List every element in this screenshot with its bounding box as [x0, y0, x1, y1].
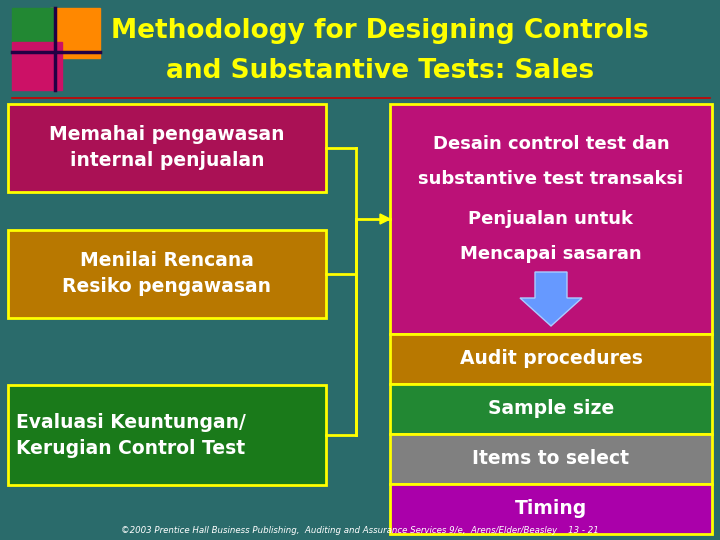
Bar	[390, 334, 712, 384]
Bar	[8, 385, 326, 485]
Polygon shape	[380, 214, 390, 224]
Polygon shape	[520, 272, 582, 326]
Text: Penjualan untuk: Penjualan untuk	[469, 210, 634, 228]
Text: Menilai Rencana: Menilai Rencana	[80, 252, 254, 271]
Text: ©2003 Prentice Hall Business Publishing,  Auditing and Assurance Services 9/e,  : ©2003 Prentice Hall Business Publishing,…	[121, 526, 599, 535]
Text: internal penjualan: internal penjualan	[70, 152, 264, 171]
Text: Items to select: Items to select	[472, 449, 629, 469]
Bar	[390, 104, 712, 334]
Bar	[390, 384, 712, 434]
Text: Mencapai sasaran: Mencapai sasaran	[460, 245, 642, 263]
Text: Methodology for Designing Controls: Methodology for Designing Controls	[111, 18, 649, 44]
Bar	[8, 104, 326, 192]
Text: Audit procedures: Audit procedures	[459, 349, 642, 368]
Bar	[8, 230, 326, 318]
Bar	[50, 8, 100, 58]
Text: Timing: Timing	[515, 500, 587, 518]
Text: Evaluasi Keuntungan/: Evaluasi Keuntungan/	[16, 413, 246, 431]
Bar	[390, 434, 712, 484]
Bar	[12, 42, 62, 90]
Text: Resiko pengawasan: Resiko pengawasan	[63, 278, 271, 296]
Bar	[12, 8, 54, 50]
Text: Kerugian Control Test: Kerugian Control Test	[16, 438, 245, 457]
Bar	[390, 484, 712, 534]
Text: substantive test transaksi: substantive test transaksi	[418, 170, 683, 188]
Text: Memahai pengawasan: Memahai pengawasan	[49, 125, 284, 145]
Text: and Substantive Tests: Sales: and Substantive Tests: Sales	[166, 58, 594, 84]
Text: Sample size: Sample size	[488, 400, 614, 419]
Text: Desain control test dan: Desain control test dan	[433, 135, 670, 153]
